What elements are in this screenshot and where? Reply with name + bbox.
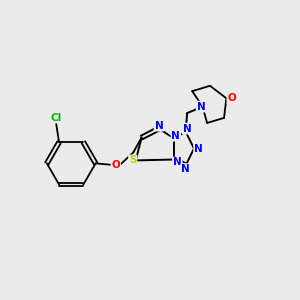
- Text: N: N: [181, 164, 190, 174]
- Text: N: N: [172, 131, 180, 141]
- Text: Cl: Cl: [50, 112, 62, 123]
- Text: N: N: [197, 102, 206, 112]
- Text: N: N: [183, 124, 191, 134]
- Text: S: S: [129, 155, 136, 165]
- Text: N: N: [154, 121, 163, 130]
- Text: N: N: [194, 143, 203, 154]
- Text: O: O: [111, 160, 120, 170]
- Text: N: N: [173, 158, 182, 167]
- Text: O: O: [227, 93, 236, 103]
